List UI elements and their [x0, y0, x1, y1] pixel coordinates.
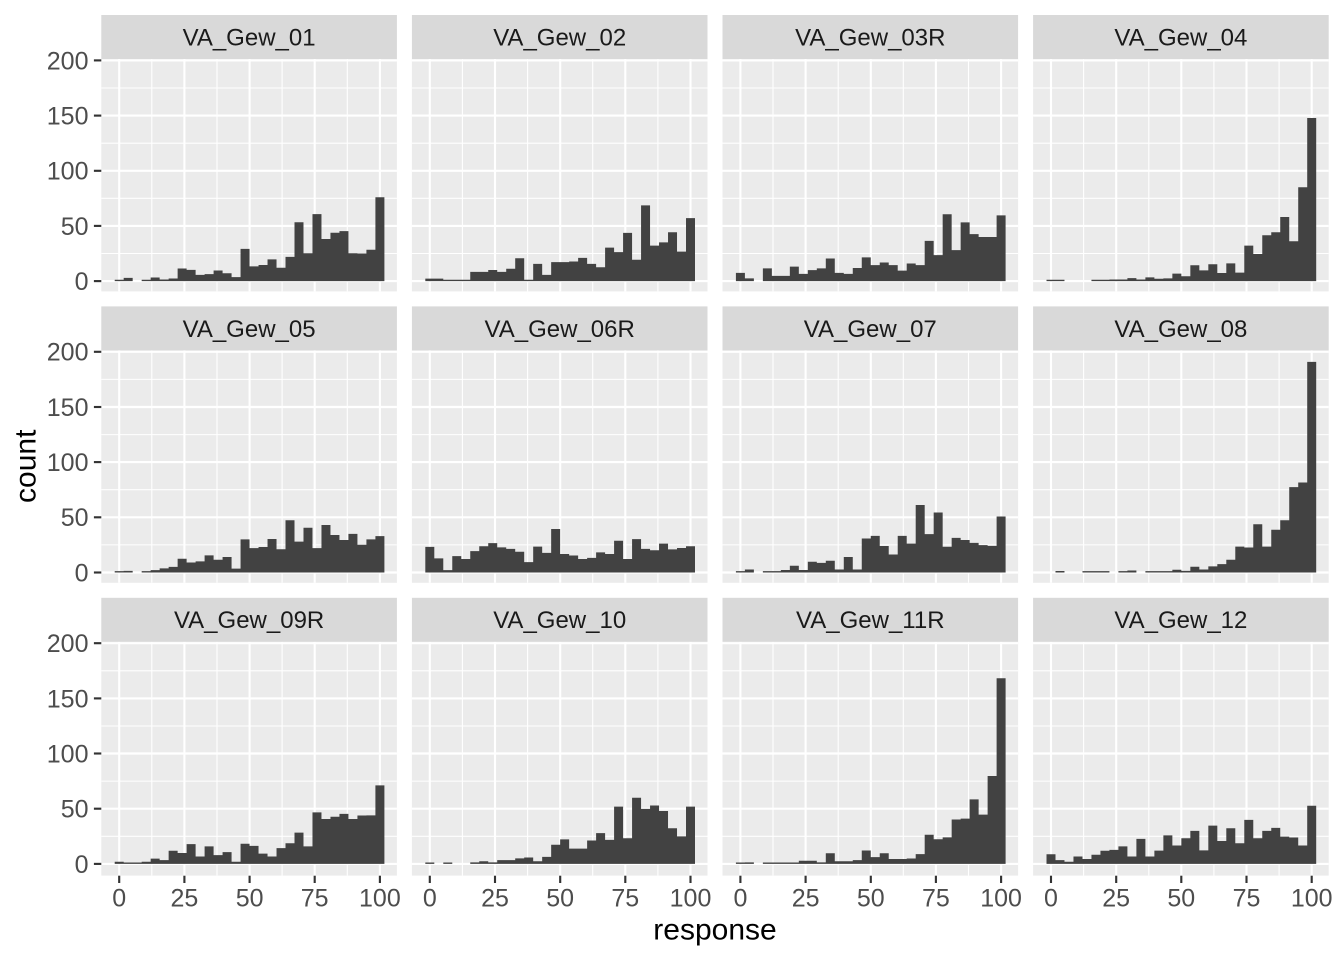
svg-text:0: 0: [75, 268, 89, 296]
svg-text:50: 50: [236, 885, 264, 913]
svg-text:count: count: [9, 429, 42, 503]
svg-text:VA_Gew_07: VA_Gew_07: [804, 316, 937, 343]
svg-text:50: 50: [857, 885, 885, 913]
svg-text:75: 75: [301, 885, 329, 913]
svg-text:50: 50: [1167, 885, 1195, 913]
svg-text:VA_Gew_04: VA_Gew_04: [1114, 24, 1247, 51]
svg-text:100: 100: [670, 885, 712, 913]
svg-text:50: 50: [61, 213, 89, 241]
svg-text:VA_Gew_01: VA_Gew_01: [183, 24, 316, 51]
svg-text:75: 75: [1233, 885, 1261, 913]
svg-text:25: 25: [1102, 885, 1130, 913]
svg-text:150: 150: [47, 103, 89, 131]
svg-text:response: response: [653, 914, 776, 947]
svg-text:0: 0: [1044, 885, 1058, 913]
svg-text:50: 50: [61, 796, 89, 824]
svg-text:VA_Gew_08: VA_Gew_08: [1114, 316, 1247, 343]
svg-text:100: 100: [47, 158, 89, 186]
svg-text:100: 100: [47, 740, 89, 768]
svg-text:100: 100: [359, 885, 401, 913]
svg-text:VA_Gew_06R: VA_Gew_06R: [485, 316, 635, 343]
svg-text:25: 25: [481, 885, 509, 913]
svg-text:25: 25: [792, 885, 820, 913]
svg-text:25: 25: [170, 885, 198, 913]
svg-text:VA_Gew_10: VA_Gew_10: [493, 607, 626, 634]
svg-text:0: 0: [423, 885, 437, 913]
svg-text:150: 150: [47, 685, 89, 713]
svg-text:VA_Gew_05: VA_Gew_05: [183, 316, 316, 343]
svg-text:200: 200: [47, 630, 89, 658]
svg-text:200: 200: [47, 339, 89, 367]
svg-text:200: 200: [47, 47, 89, 75]
svg-text:150: 150: [47, 394, 89, 422]
svg-text:0: 0: [75, 851, 89, 879]
svg-text:0: 0: [112, 885, 126, 913]
svg-text:100: 100: [1291, 885, 1333, 913]
svg-text:VA_Gew_02: VA_Gew_02: [493, 24, 626, 51]
svg-text:0: 0: [733, 885, 747, 913]
svg-text:VA_Gew_03R: VA_Gew_03R: [795, 24, 945, 51]
svg-text:75: 75: [611, 885, 639, 913]
svg-text:100: 100: [980, 885, 1022, 913]
svg-text:0: 0: [75, 559, 89, 587]
svg-text:VA_Gew_09R: VA_Gew_09R: [174, 607, 324, 634]
svg-text:50: 50: [546, 885, 574, 913]
svg-text:50: 50: [61, 504, 89, 532]
svg-text:100: 100: [47, 449, 89, 477]
svg-text:75: 75: [922, 885, 950, 913]
svg-text:VA_Gew_12: VA_Gew_12: [1114, 607, 1247, 634]
svg-text:VA_Gew_11R: VA_Gew_11R: [796, 607, 945, 634]
